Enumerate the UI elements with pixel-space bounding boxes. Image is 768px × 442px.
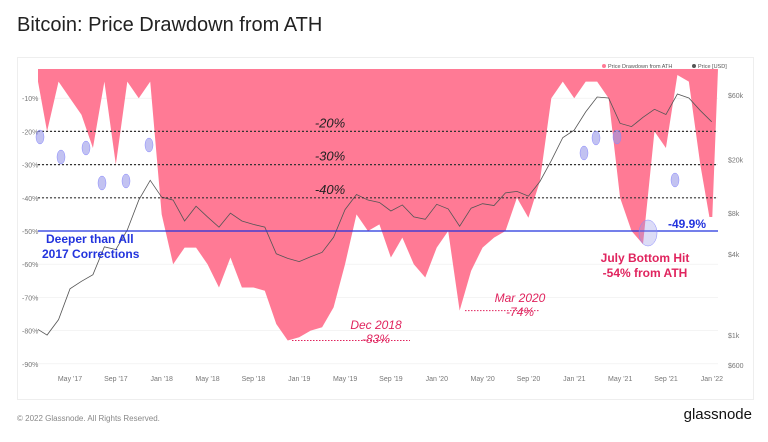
y-right-tick: $20k xyxy=(728,157,744,164)
drawdown-area xyxy=(38,69,718,341)
x-tick: Sep '20 xyxy=(517,376,541,383)
x-tick: Jan '20 xyxy=(426,376,448,383)
x-tick: May '21 xyxy=(608,376,632,383)
x-tick: Sep '19 xyxy=(379,376,403,383)
highlight-note: Deeper than All xyxy=(46,232,134,246)
legend-swatch-price xyxy=(692,64,696,68)
highlight-label-bg xyxy=(662,217,716,230)
y-left-tick: -90% xyxy=(22,362,38,369)
x-tick: Jan '22 xyxy=(701,376,723,383)
annotation-dec2018: Dec 2018 xyxy=(350,318,402,332)
y-left-tick: -30% xyxy=(22,163,38,170)
x-tick: May '20 xyxy=(471,376,495,383)
correction-marker xyxy=(579,145,589,161)
correction-marker xyxy=(638,219,658,247)
correction-marker xyxy=(144,137,154,153)
y-right-tick: $4k xyxy=(728,252,740,259)
x-tick: Sep '17 xyxy=(104,376,128,383)
reference-label: -20% xyxy=(315,115,345,130)
legend-swatch-drawdown xyxy=(602,64,606,68)
x-tick: Sep '21 xyxy=(654,376,678,383)
correction-marker xyxy=(35,129,45,145)
glassnode-logo: glassnode xyxy=(683,406,752,423)
correction-marker xyxy=(591,130,601,146)
reference-label: -40% xyxy=(315,182,345,197)
y-left-tick: -70% xyxy=(22,295,38,302)
annotation-july: -54% from ATH xyxy=(603,266,688,280)
x-tick: Sep '18 xyxy=(242,376,266,383)
y-left-tick: -10% xyxy=(22,96,38,103)
correction-marker xyxy=(81,140,91,156)
annotation-mar2020: -74% xyxy=(506,305,534,319)
y-right-tick: $1k xyxy=(728,333,740,340)
y-right-tick: $600 xyxy=(728,363,744,370)
y-left-tick: -60% xyxy=(22,262,38,269)
x-tick: Jan '18 xyxy=(151,376,173,383)
correction-marker xyxy=(670,172,680,188)
y-left-tick: -40% xyxy=(22,196,38,203)
y-right-tick: $60k xyxy=(728,93,744,100)
correction-marker xyxy=(121,173,131,189)
x-tick: May '17 xyxy=(58,376,82,383)
highlight-note: 2017 Corrections xyxy=(42,247,140,261)
legend-label: Price Drawdown from ATH xyxy=(608,64,672,70)
correction-marker xyxy=(97,175,107,191)
annotation-mar2020: Mar 2020 xyxy=(495,291,546,305)
x-tick: May '18 xyxy=(195,376,219,383)
highlight-label: -49.9% xyxy=(668,217,706,231)
correction-marker xyxy=(56,149,66,165)
legend-label: Price [USD] xyxy=(698,64,727,70)
annotation-july: July Bottom Hit xyxy=(601,251,690,265)
y-left-tick: -20% xyxy=(22,129,38,136)
x-tick: Jan '19 xyxy=(288,376,310,383)
copyright: © 2022 Glassnode. All Rights Reserved. xyxy=(17,414,160,423)
y-left-tick: -80% xyxy=(22,329,38,336)
reference-label: -30% xyxy=(315,149,345,164)
y-left-tick: -50% xyxy=(22,229,38,236)
annotation-dec2018: -83% xyxy=(362,332,390,346)
y-right-tick: $8k xyxy=(728,211,740,218)
price-line xyxy=(37,93,713,336)
correction-marker xyxy=(612,129,622,145)
page-title: Bitcoin: Price Drawdown from ATH xyxy=(17,14,323,36)
x-tick: Jan '21 xyxy=(563,376,585,383)
x-tick: May '19 xyxy=(333,376,357,383)
